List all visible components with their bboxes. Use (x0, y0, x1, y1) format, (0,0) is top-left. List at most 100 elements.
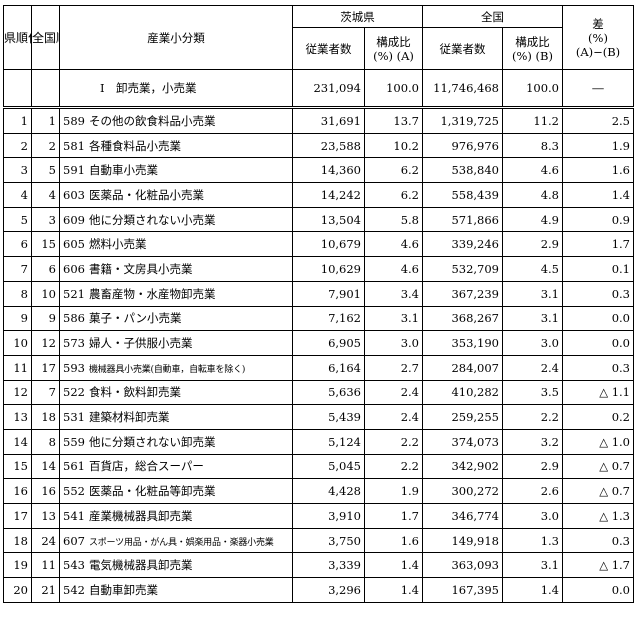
industry-code: 521 (63, 286, 85, 301)
header-national: 全国 (422, 5, 563, 28)
national-rank-cell: 5 (31, 157, 60, 184)
header-pref-rank: 県順位 (3, 5, 32, 70)
pref-rank-cell: 7 (3, 256, 32, 282)
table-row: 18 24 607 スポーツ用品・がん具・娯楽用品・楽器小売業 3,750 1.6 149,… (3, 527, 634, 554)
pref-ratio-cell: 13.7 (364, 107, 423, 134)
industry-name: 書籍・文房具小売業 (88, 261, 193, 276)
category-cell: 586 菓子・パン小売業 (59, 305, 293, 332)
table-row: 6 15 605 燃料小売業 10,679 4.6 339,246 2.9 1.7 (3, 231, 634, 258)
category-cell: 552 医薬品・化粧品等卸売業 (59, 478, 293, 504)
national-employees-cell: 284,007 (422, 354, 503, 381)
industry-name: 自動車卸売業 (88, 582, 158, 597)
table-row: 16 16 552 医薬品・化粧品等卸売業 4,428 1.9 300,272 2.6 △ 0.… (3, 478, 634, 504)
difference-cell: 0.3 (562, 280, 634, 307)
industry-code: 542 (63, 582, 85, 597)
total-national-employees: 11,746,468 (422, 69, 503, 109)
difference-cell: 0.9 (562, 206, 634, 233)
difference-cell: △ 1.3 (562, 503, 634, 529)
difference-cell: 1.6 (562, 157, 634, 184)
pref-employees-cell: 3,910 (292, 503, 365, 529)
difference-cell: 0.3 (562, 527, 634, 554)
national-employees-cell: 353,190 (422, 330, 503, 356)
national-ratio-cell: 2.6 (502, 478, 563, 504)
industry-code: 543 (63, 558, 85, 573)
pref-employees-cell: 14,242 (292, 182, 365, 208)
national-ratio-cell: 4.8 (502, 182, 563, 208)
industry-code: 607 (63, 533, 85, 548)
national-ratio-cell: 3.1 (502, 552, 563, 579)
pref-employees-cell: 5,439 (292, 404, 365, 430)
national-ratio-cell: 2.4 (502, 354, 563, 381)
pref-ratio-cell: 5.8 (364, 206, 423, 233)
industry-name: 農畜産物・水産物卸売業 (88, 286, 216, 301)
difference-cell: 1.7 (562, 231, 634, 258)
pref-ratio-cell: 6.2 (364, 157, 423, 184)
category-cell: 603 医薬品・化粧品小売業 (59, 182, 293, 208)
national-employees-cell: 558,439 (422, 182, 503, 208)
table-row: 14 8 559 他に分類されない卸売業 5,124 2.2 374,073 3.2 △ 1.0 (3, 428, 634, 455)
table-row: 3 5 591 自動車小売業 14,360 6.2 538,840 4.6 1.6 (3, 157, 634, 184)
industry-name: 他に分類されない小売業 (88, 212, 216, 227)
industry-code: 603 (63, 187, 85, 202)
industry-code: 573 (63, 336, 85, 351)
pref-rank-cell: 13 (3, 404, 32, 430)
national-ratio-cell: 2.2 (502, 404, 563, 430)
category-cell: 561 百貨店，総合スーパー (59, 453, 293, 480)
category-cell: 521 農畜産物・水産物卸売業 (59, 280, 293, 307)
industry-name: 産業機械器具卸売業 (88, 508, 193, 523)
pref-rank-cell: 10 (3, 330, 32, 356)
industry-code: 605 (63, 237, 85, 252)
header-difference: 差 (%) (A)−(B) (562, 5, 634, 70)
table-row: 17 13 541 産業機械器具卸売業 3,910 1.7 346,774 3.0 △ 1.3 (3, 503, 634, 529)
industry-name: 食料・飲料卸売業 (88, 385, 181, 400)
pref-ratio-cell: 1.9 (364, 478, 423, 504)
pref-ratio-cell: 3.0 (364, 330, 423, 356)
difference-cell: △ 0.7 (562, 453, 634, 480)
industry-code: 593 (63, 360, 85, 375)
category-cell: 609 他に分類されない小売業 (59, 206, 293, 233)
national-rank-cell: 3 (31, 206, 60, 233)
pref-ratio-cell: 2.4 (364, 404, 423, 430)
table-row: 15 14 561 百貨店，総合スーパー 5,045 2.2 342,902 2.9 △ 0.7 (3, 453, 634, 480)
industry-employment-table: 県順位 全国順位 産業小分類 茨城県 全国 差 (%) (A)−(B) 従業者数… (3, 5, 634, 603)
total-difference: ― (562, 69, 634, 109)
national-employees-cell: 339,246 (422, 231, 503, 258)
difference-cell: 0.3 (562, 354, 634, 381)
national-rank-cell: 11 (31, 552, 60, 579)
difference-cell: 1.4 (562, 182, 634, 208)
difference-cell: △ 1.7 (562, 552, 634, 579)
table-row: 4 4 603 医薬品・化粧品小売業 14,242 6.2 558,439 4.8 1.4 (3, 182, 634, 208)
industry-code: 581 (63, 138, 85, 153)
national-employees-cell: 363,093 (422, 552, 503, 579)
table-row: 12 7 522 食料・飲料卸売業 5,636 2.4 410,282 3.5 △ 1.1 (3, 379, 634, 406)
pref-employees-cell: 3,339 (292, 552, 365, 579)
industry-code: 561 (63, 459, 85, 474)
pref-ratio-cell: 4.6 (364, 231, 423, 258)
national-rank-cell: 13 (31, 503, 60, 529)
industry-name: 各種食料品小売業 (88, 138, 181, 153)
national-rank-cell: 2 (31, 132, 60, 159)
national-ratio-cell: 4.9 (502, 206, 563, 233)
pref-rank-cell: 9 (3, 305, 32, 332)
category-cell: 581 各種食料品小売業 (59, 132, 293, 159)
pref-employees-cell: 14,360 (292, 157, 365, 184)
header-national-rank: 全国順位 (31, 5, 60, 70)
pref-rank-cell: 19 (3, 552, 32, 579)
difference-cell: 0.0 (562, 305, 634, 332)
pref-employees-cell: 6,905 (292, 330, 365, 356)
total-row: Ⅰ 卸売業，小売業 231,094 100.0 11,746,468 100.0… (3, 69, 634, 109)
national-employees-cell: 976,976 (422, 132, 503, 159)
national-rank-cell: 10 (31, 280, 60, 307)
industry-name: 他に分類されない卸売業 (88, 434, 216, 449)
category-cell: 531 建築材料卸売業 (59, 404, 293, 430)
national-employees-cell: 367,239 (422, 280, 503, 307)
pref-employees-cell: 3,750 (292, 527, 365, 554)
industry-name: その他の飲食料品小売業 (88, 113, 216, 128)
header-pref-ratio: 構成比 (%) (A) (364, 27, 423, 70)
industry-code: 606 (63, 261, 85, 276)
pref-rank-cell: 3 (3, 157, 32, 184)
industry-code: 541 (63, 508, 85, 523)
national-ratio-cell: 3.1 (502, 305, 563, 332)
table-row: 5 3 609 他に分類されない小売業 13,504 5.8 571,866 4.9 0.9 (3, 206, 634, 233)
national-rank-cell: 18 (31, 404, 60, 430)
